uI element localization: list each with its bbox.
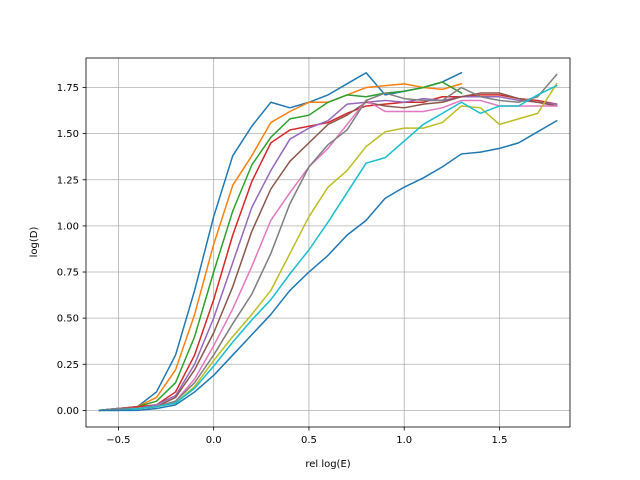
series-line-8 [98, 73, 558, 412]
x-tick-label: 0.5 [301, 435, 317, 446]
y-tick-label: 0.75 [57, 268, 79, 279]
x-tick-label: 0.0 [206, 435, 222, 446]
y-tick-label: 1.75 [57, 83, 79, 94]
series-line-10 [98, 84, 558, 412]
series-line-3 [98, 81, 463, 412]
y-tick-label: 1.50 [57, 129, 79, 140]
y-tick-label: 0.00 [57, 406, 79, 417]
y-tick-label: 1.25 [57, 175, 79, 186]
y-axis-label: log(D) [29, 227, 40, 258]
y-tick-label: 1.00 [57, 221, 79, 232]
x-axis: −0.5 0.0 0.5 1.0 1.5 [106, 427, 507, 446]
series-line-6 [98, 92, 558, 412]
series-line-4 [98, 94, 558, 412]
y-tick-label: 0.25 [57, 360, 79, 371]
x-tick-label: −0.5 [106, 435, 130, 446]
x-tick-label: 1.5 [492, 435, 508, 446]
x-tick-label: 1.0 [396, 435, 412, 446]
series-line-2 [98, 82, 463, 412]
series-line-11 [98, 119, 558, 412]
series-layer [98, 71, 558, 412]
plot-frame [85, 57, 571, 428]
grid-lines [86, 58, 570, 427]
x-axis-label: rel log(E) [305, 459, 350, 470]
y-axis: 0.00 0.25 0.50 0.75 1.00 1.25 1.50 1.75 [57, 83, 86, 417]
y-tick-label: 0.50 [57, 314, 79, 325]
